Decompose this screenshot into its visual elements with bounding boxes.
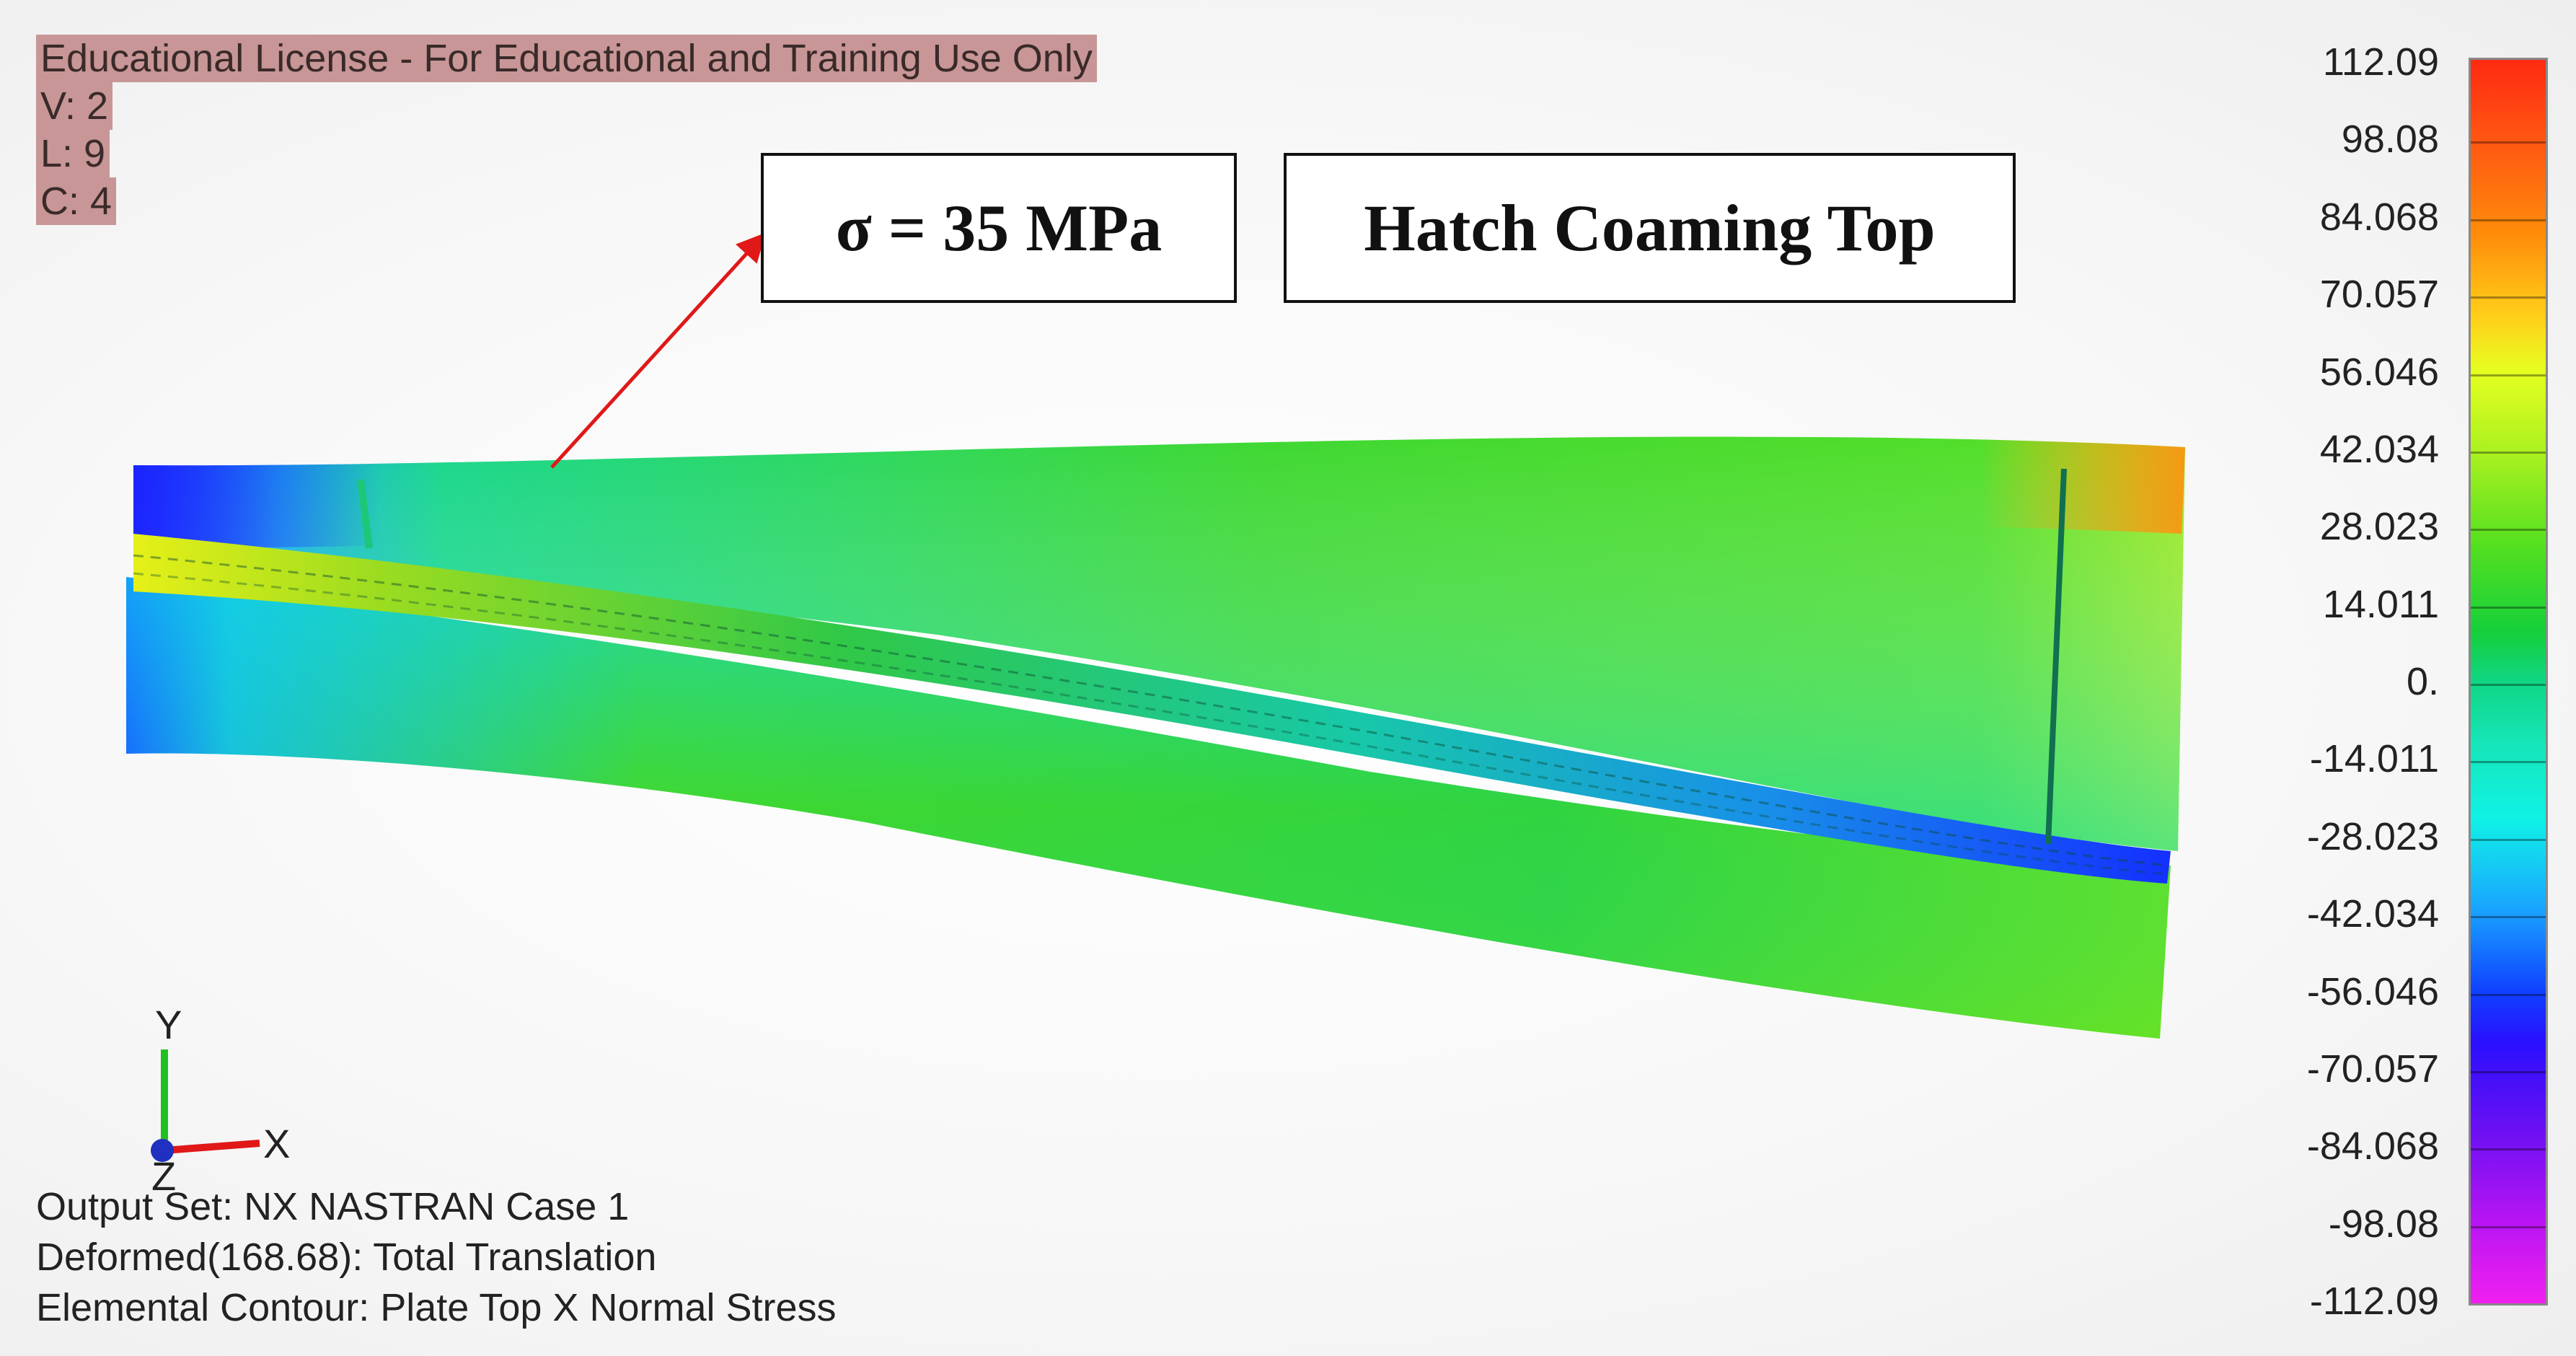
legend-band-divider (2471, 684, 2546, 686)
legend-tick-label: 42.034 (2319, 427, 2439, 471)
legend-tick-label: -28.023 (2306, 814, 2439, 858)
legend-band-divider (2471, 296, 2546, 299)
legend-band-divider (2471, 1148, 2546, 1151)
callout-arrow (550, 232, 766, 469)
triad-y-label: Y (155, 1002, 182, 1047)
location-callout-box: Hatch Coaming Top (1284, 153, 2016, 303)
legend-band-divider (2471, 529, 2546, 532)
license-banner: Educational License - For Educational an… (36, 35, 1097, 82)
legend-band-divider (2471, 993, 2546, 996)
legend-tick-label: 84.068 (2319, 195, 2439, 239)
legend-tick-label: -112.09 (2309, 1280, 2439, 1323)
legend-band-divider (2471, 141, 2546, 144)
legend-tick-label: -70.057 (2306, 1047, 2439, 1091)
legend-band-divider (2471, 1070, 2546, 1073)
stress-callout-box: σ = 35 MPa (761, 153, 1237, 303)
legend-tick-label: -56.046 (2306, 969, 2439, 1013)
triad-x-label: X (263, 1121, 290, 1166)
legend-tick-label: 28.023 (2319, 505, 2439, 549)
deformed-label: Deformed(168.68): Total Translation (36, 1236, 657, 1279)
coaming-mesh-lines-2 (133, 572, 2169, 876)
stiffener-left (357, 479, 373, 549)
license-v-label: V: 2 (36, 82, 113, 130)
location-callout-text: Hatch Coaming Top (1364, 191, 1936, 265)
legend-band-divider (2471, 1225, 2546, 1228)
stiffener-right (2045, 468, 2067, 845)
legend-band-divider (2471, 451, 2546, 454)
coaming-mesh-lines (133, 554, 2170, 867)
legend-tick-label: -14.011 (2309, 737, 2439, 781)
legend-tick-label: 14.011 (2322, 582, 2439, 626)
legend-band-divider (2471, 606, 2546, 609)
legend-tick-label: -98.08 (2328, 1202, 2439, 1246)
legend-colorbar (2469, 58, 2548, 1306)
legend-band-divider (2471, 374, 2546, 377)
legend-band-divider (2471, 916, 2546, 919)
license-c-label: C: 4 (36, 177, 117, 225)
stress-callout-text: σ = 35 MPa (835, 191, 1163, 265)
legend-tick-label: 56.046 (2319, 350, 2439, 394)
license-l-label: L: 9 (36, 130, 110, 177)
legend-tick-label: -84.068 (2306, 1124, 2439, 1168)
legend-tick-label: 112.09 (2322, 40, 2439, 84)
contour-label: Elemental Contour: Plate Top X Normal St… (36, 1286, 837, 1329)
lower-plate-shade (126, 577, 2171, 1039)
legend-band-divider (2471, 838, 2546, 841)
triad-z-label: Z (151, 1153, 176, 1199)
legend-tick-label: 0. (2406, 660, 2439, 703)
upper-plate-edge-stress (133, 436, 2185, 548)
legend-tick-label: 70.057 (2319, 273, 2439, 317)
triad-z-axis (151, 1139, 174, 1162)
hatch-coaming-top-band (133, 534, 2171, 884)
legend-band-divider (2471, 219, 2546, 221)
output-set-label: Output Set: NX NASTRAN Case 1 (36, 1185, 630, 1228)
triad-x-axis (164, 1140, 260, 1154)
legend-band-divider (2471, 761, 2546, 764)
legend-tick-label: -42.034 (2306, 892, 2439, 936)
legend-tick-label: 98.08 (2341, 118, 2439, 162)
